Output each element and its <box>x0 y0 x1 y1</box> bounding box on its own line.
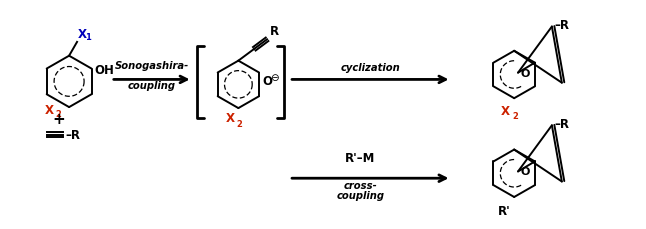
Text: cross-: cross- <box>344 180 377 190</box>
Text: coupling: coupling <box>337 190 384 200</box>
Text: Sonogashira-: Sonogashira- <box>114 60 189 70</box>
Text: –R: –R <box>555 19 570 32</box>
Text: R': R' <box>497 204 510 217</box>
Text: O: O <box>520 68 530 78</box>
Text: ⊖: ⊖ <box>270 73 279 83</box>
Text: 2: 2 <box>236 120 242 129</box>
Text: 2: 2 <box>512 112 518 121</box>
Text: X: X <box>78 28 87 41</box>
Text: X: X <box>501 104 510 117</box>
Text: O: O <box>520 167 530 177</box>
Text: O: O <box>262 75 272 87</box>
Text: +: + <box>53 112 65 127</box>
Text: coupling: coupling <box>128 81 176 91</box>
Text: 1: 1 <box>85 33 91 42</box>
Text: 2: 2 <box>55 109 61 118</box>
Text: R'–M: R'–M <box>345 152 375 165</box>
Text: –R: –R <box>555 117 570 130</box>
Text: X: X <box>45 103 54 116</box>
Text: –R: –R <box>65 129 80 142</box>
Text: R: R <box>270 25 279 38</box>
Text: cyclization: cyclization <box>340 62 400 72</box>
Text: X: X <box>225 112 234 125</box>
Text: OH: OH <box>94 64 114 77</box>
